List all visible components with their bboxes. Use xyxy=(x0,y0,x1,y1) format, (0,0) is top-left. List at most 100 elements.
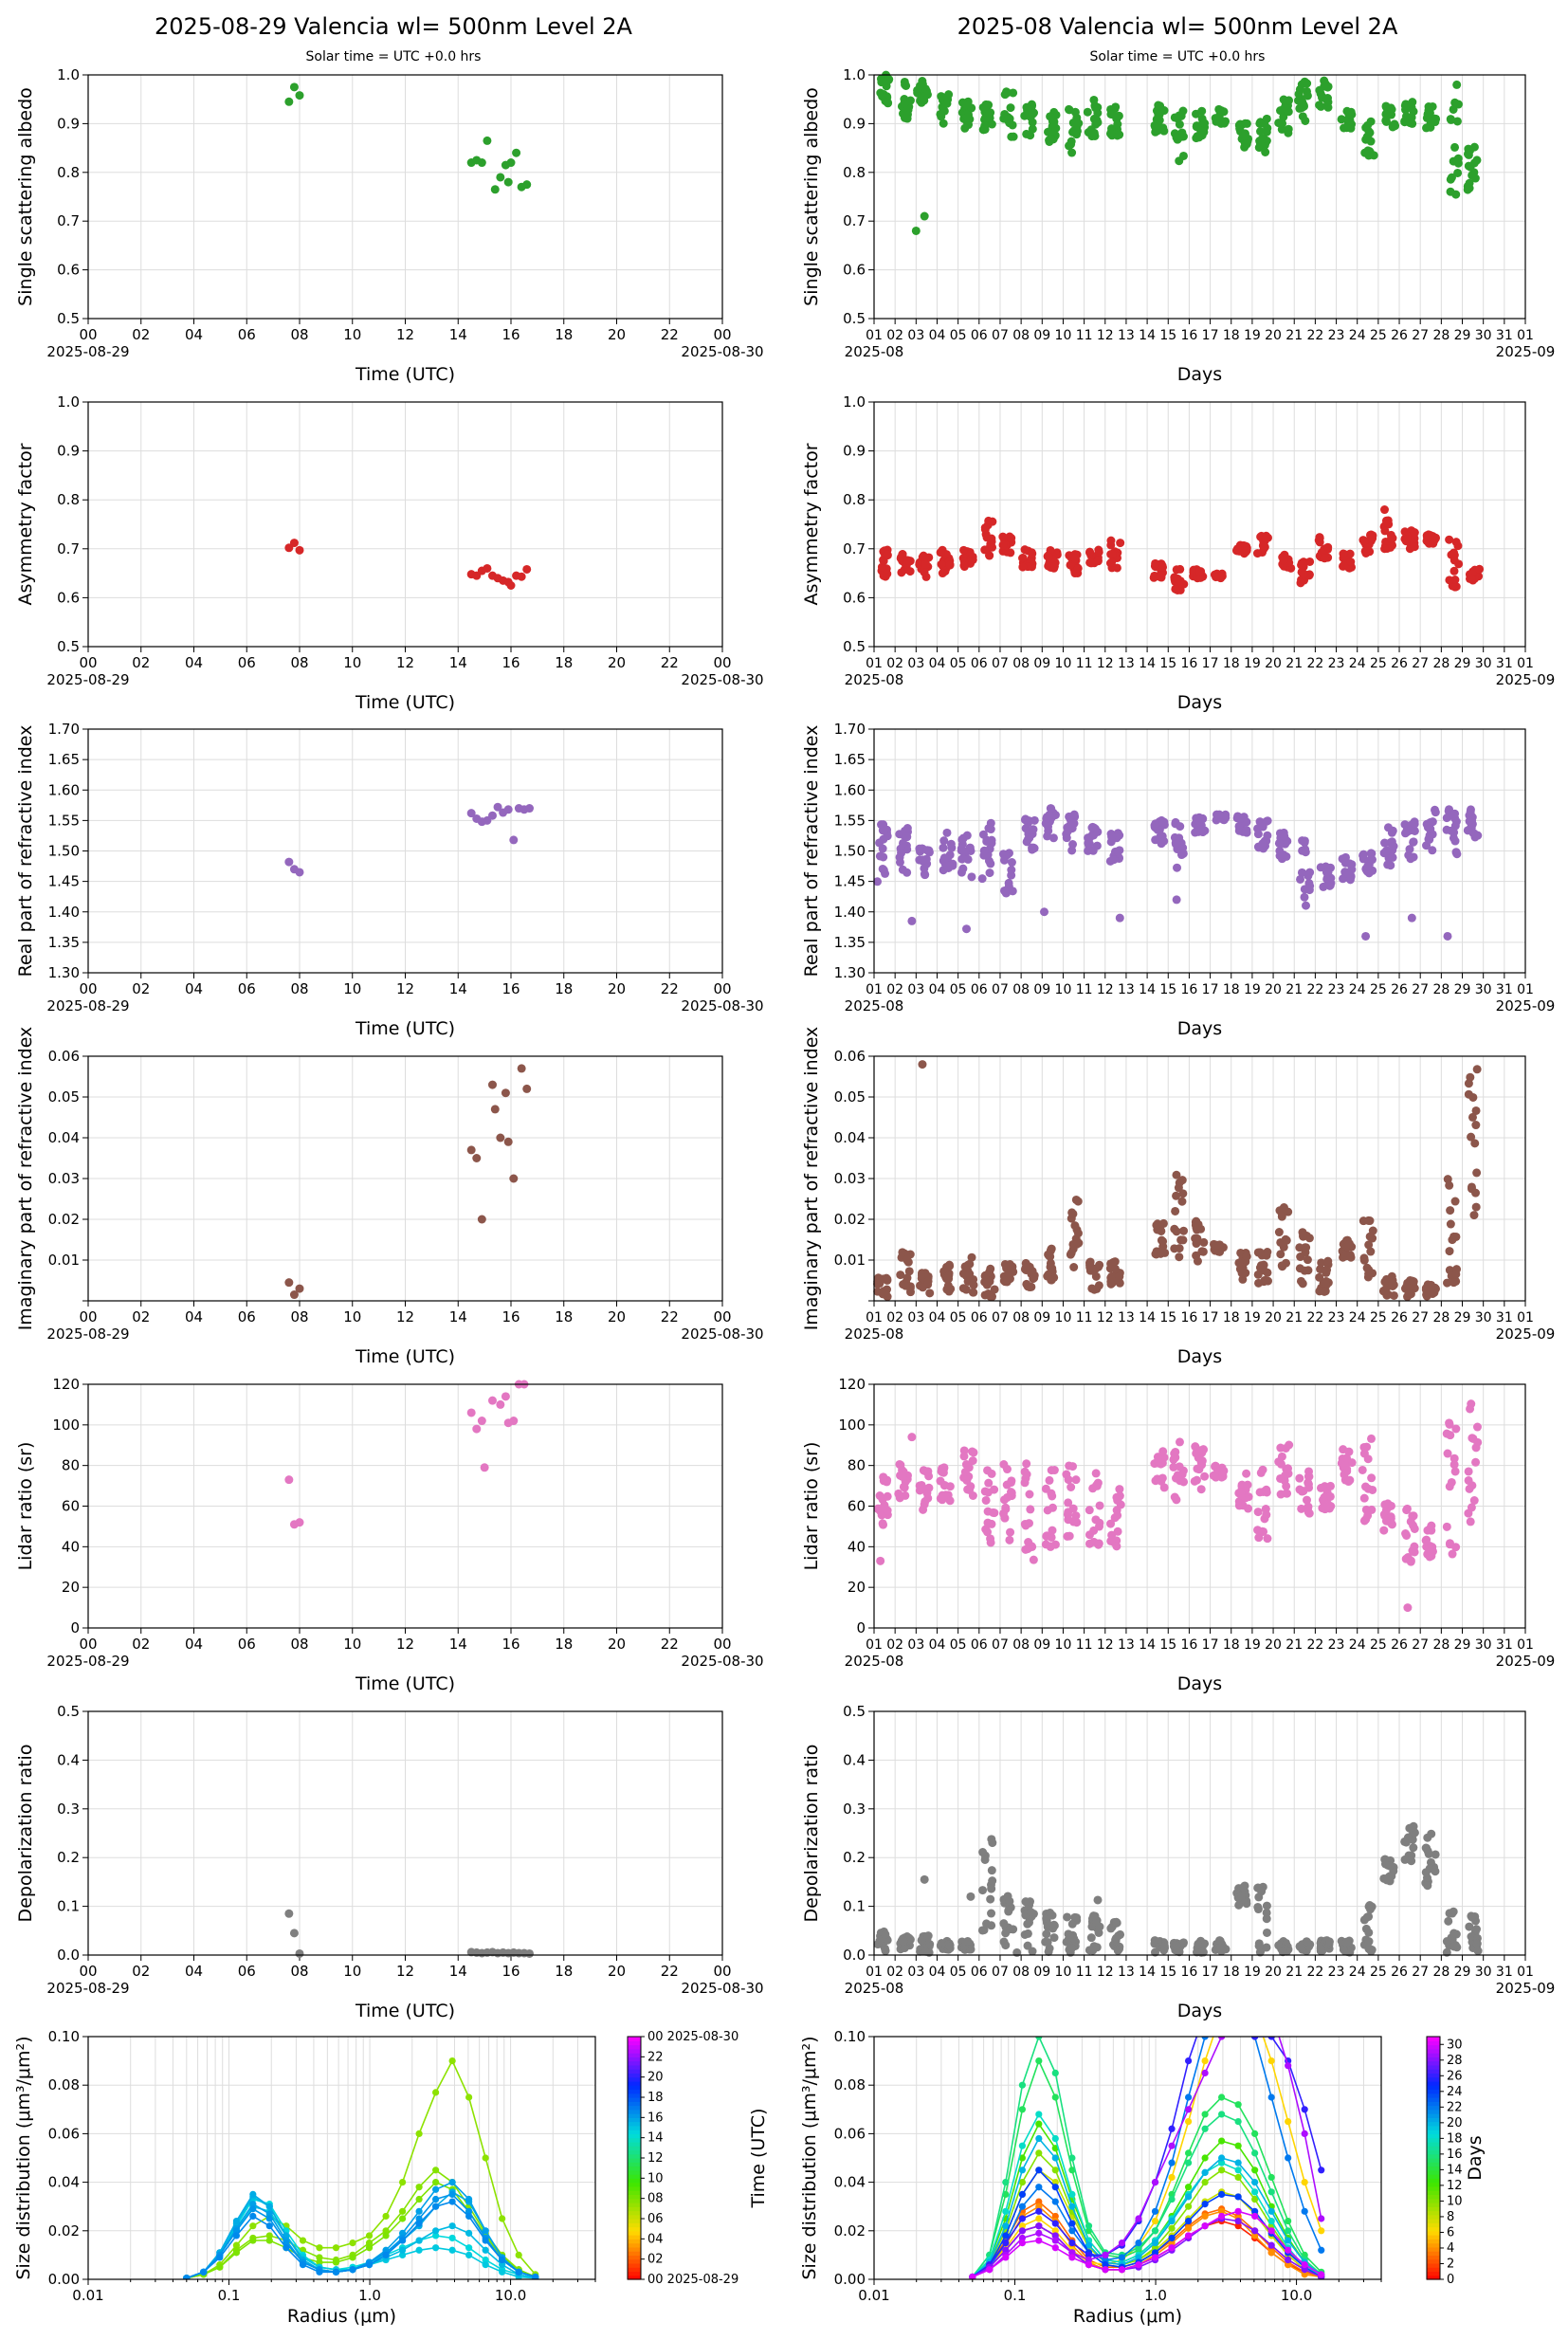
series-point xyxy=(1118,2266,1126,2274)
data-point xyxy=(1380,838,1390,848)
data-point xyxy=(1003,1492,1012,1502)
x-tick-label: 05 xyxy=(950,1637,967,1653)
x-tick-label: 10 xyxy=(1055,982,1072,997)
x-tick-label: 03 xyxy=(907,1310,924,1325)
series-point xyxy=(249,2222,257,2230)
x-tick-label: 25 xyxy=(1370,982,1387,997)
colorbar-segment xyxy=(628,2130,641,2134)
data-point xyxy=(512,148,521,157)
data-point xyxy=(1108,110,1118,119)
colorbar-tick-label: 14 xyxy=(647,2131,664,2146)
data-point xyxy=(1150,1936,1159,1946)
x-date-end: 2025-08-30 xyxy=(681,1325,763,1343)
x-tick-label: 06 xyxy=(238,326,256,343)
data-point xyxy=(1449,833,1458,843)
data-point xyxy=(1175,119,1184,129)
series-point xyxy=(1068,2154,1076,2162)
data-point xyxy=(1030,844,1039,853)
data-point xyxy=(1110,1264,1120,1273)
series-group xyxy=(183,2057,539,2279)
series-point xyxy=(1118,2239,1126,2247)
colorbar-segment xyxy=(1427,2242,1440,2248)
x-tick-label: 19 xyxy=(1244,328,1261,343)
series-line xyxy=(972,2037,1322,2278)
colorbar-segment xyxy=(1427,2141,1440,2147)
series-point xyxy=(1018,2215,1027,2222)
series-point xyxy=(1285,2062,1292,2070)
data-point xyxy=(1196,1485,1206,1494)
data-point xyxy=(1020,1467,1030,1476)
colorbar-segment xyxy=(1427,2121,1440,2127)
data-point xyxy=(472,1154,482,1162)
x-tick-label: 08 xyxy=(290,654,308,671)
x-tick-label: 1.0 xyxy=(358,2287,381,2304)
y-tick-label: 1.35 xyxy=(834,934,866,951)
data-point xyxy=(1422,1535,1431,1545)
series-point xyxy=(382,2232,390,2239)
series-point xyxy=(1251,2166,1259,2174)
series-point xyxy=(432,2195,440,2203)
series-point xyxy=(499,2256,506,2264)
data-point xyxy=(1262,1943,1271,1952)
colorbar-tick-label: 4 xyxy=(1447,2241,1454,2256)
data-point xyxy=(879,557,888,566)
data-point xyxy=(1200,119,1210,128)
data-point xyxy=(1302,1495,1311,1505)
series-point xyxy=(1018,2239,1027,2247)
data-point xyxy=(1064,1475,1073,1485)
data-point xyxy=(1295,1473,1304,1483)
data-point xyxy=(477,1417,486,1426)
series-point xyxy=(1151,2254,1159,2261)
x-tick-label: 25 xyxy=(1370,656,1387,671)
data-point xyxy=(1093,1895,1103,1905)
plot-frame xyxy=(873,74,1526,320)
series-point xyxy=(1184,2159,1193,2166)
colorbar-segment xyxy=(1427,2162,1440,2167)
data-point xyxy=(1322,868,1331,877)
data-point xyxy=(1389,1290,1398,1300)
data-point xyxy=(466,1145,476,1155)
data-point xyxy=(1325,881,1335,890)
data-point xyxy=(1252,549,1262,558)
series-line xyxy=(186,2193,536,2279)
right-subtitle: Solar time = UTC +0.0 hrs xyxy=(1090,49,1266,64)
data-point xyxy=(477,158,486,168)
colorbar-segment xyxy=(628,2210,641,2216)
data-point xyxy=(1073,1229,1083,1238)
x-tick-label: 18 xyxy=(555,326,573,343)
data-point xyxy=(962,924,972,934)
series-point xyxy=(1218,2190,1226,2198)
data-point xyxy=(880,1289,889,1299)
x-tick-label: 00 xyxy=(79,654,97,671)
series-point xyxy=(1201,2111,1209,2118)
x-tick-label: 05 xyxy=(950,1310,967,1325)
y-tick-label: 0.02 xyxy=(834,2222,866,2239)
series-point xyxy=(232,2232,241,2239)
y-tick-label: 0.04 xyxy=(48,1129,80,1146)
data-point xyxy=(1364,1911,1374,1921)
data-point xyxy=(1107,558,1117,567)
data-point xyxy=(1409,1277,1418,1287)
series-point xyxy=(1085,2241,1093,2249)
series-point xyxy=(432,2179,440,2186)
x-tick-label: 14 xyxy=(1139,982,1156,997)
series-point xyxy=(1151,2249,1159,2257)
data-point xyxy=(1176,564,1185,574)
data-point xyxy=(1468,567,1478,576)
data-point xyxy=(1047,1532,1056,1542)
x-date-start: 2025-08-29 xyxy=(46,1653,129,1670)
data-point xyxy=(1297,1504,1306,1513)
y-tick-label: 0.10 xyxy=(834,2028,866,2045)
x-axis-label: Radius (μm) xyxy=(287,2306,396,2327)
series-point xyxy=(332,2244,340,2252)
x-tick-label: 11 xyxy=(1076,656,1093,671)
x-date-start: 2025-08 xyxy=(845,1980,904,1997)
x-tick-label: 29 xyxy=(1454,656,1471,671)
x-tick-label: 21 xyxy=(1285,1965,1303,1980)
x-tick-label: 0.01 xyxy=(858,2287,889,2304)
data-point xyxy=(1469,1496,1479,1506)
data-point xyxy=(1152,1220,1161,1230)
data-point xyxy=(1424,1849,1433,1858)
data-point xyxy=(506,158,516,168)
series-point xyxy=(1168,2234,1176,2242)
